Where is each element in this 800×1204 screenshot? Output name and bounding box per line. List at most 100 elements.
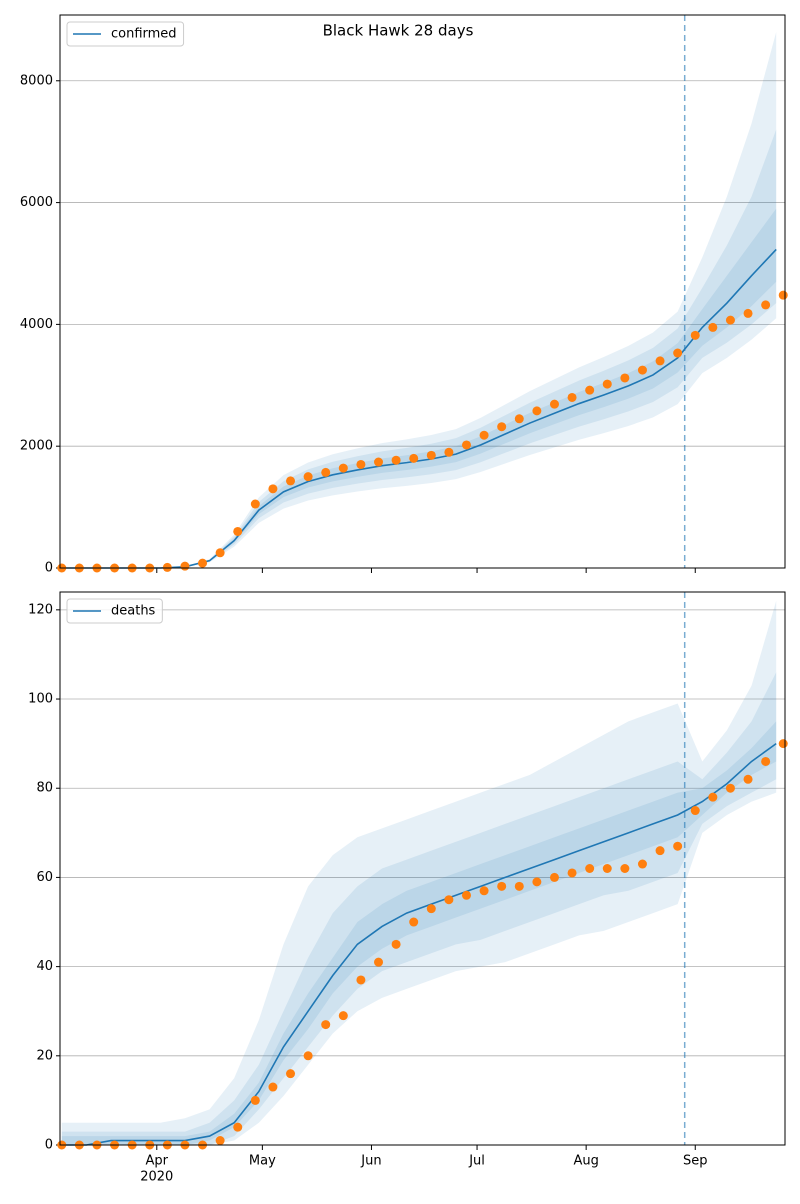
observed-point [549, 399, 559, 409]
observed-point [233, 526, 243, 536]
observed-point [233, 1122, 243, 1132]
y-tick-label: 2000 [20, 439, 53, 454]
legend: deaths [66, 598, 163, 624]
y-tick-label: 40 [36, 959, 53, 974]
observed-point [497, 422, 507, 432]
y-tick-label: 100 [28, 692, 53, 707]
observed-point [637, 859, 647, 869]
observed-point [497, 881, 507, 891]
observed-point [532, 877, 542, 887]
x-tick-label: Aug [573, 1154, 598, 1169]
observed-point [286, 476, 296, 486]
observed-point [215, 548, 225, 558]
confidence-band [61, 32, 777, 569]
x-tick-label: Apr [146, 1154, 169, 1169]
observed-point [637, 365, 647, 375]
observed-point [708, 322, 718, 332]
observed-point [426, 450, 436, 460]
y-tick-label: 0 [45, 1138, 53, 1153]
observed-point [426, 904, 436, 914]
observed-point [514, 881, 524, 891]
y-tick-label: 60 [36, 870, 53, 885]
observed-point [321, 1020, 331, 1030]
observed-point [180, 561, 190, 571]
observed-point [356, 459, 366, 469]
observed-point [303, 472, 313, 482]
observed-point [286, 1069, 296, 1079]
observed-point [338, 463, 348, 473]
observed-point [620, 864, 630, 873]
observed-point [268, 484, 278, 494]
observed-point [725, 783, 735, 793]
observed-point [585, 864, 595, 873]
observed-point [268, 1082, 278, 1092]
legend-label: confirmed [111, 27, 177, 42]
observed-point [567, 868, 577, 878]
model-line [61, 742, 777, 1146]
observed-point [338, 1011, 348, 1021]
y-tick-label: 120 [28, 602, 53, 617]
confidence-band [61, 129, 777, 568]
observed-point [198, 558, 208, 568]
y-tick-label: 4000 [20, 317, 53, 332]
observed-point [215, 1136, 225, 1146]
observed-point [673, 841, 683, 851]
observed-point [743, 308, 753, 318]
observed-point [461, 890, 471, 900]
observed-point [585, 385, 595, 395]
y-tick-label: 0 [45, 561, 53, 576]
axes-frame [59, 14, 786, 569]
observed-point [532, 406, 542, 416]
observed-point [409, 917, 419, 927]
observed-point [374, 457, 384, 467]
y-tick-label: 80 [36, 781, 53, 796]
legend-box [66, 21, 185, 47]
x-tick-label: Jun [360, 1154, 381, 1169]
observed-point [549, 872, 559, 882]
observed-point [567, 392, 577, 402]
observed-point [303, 1051, 313, 1061]
x-tick-label: May [249, 1154, 276, 1169]
y-tick-label: 6000 [20, 195, 53, 210]
axes-frame [59, 591, 786, 1146]
observed-point [514, 414, 524, 424]
observed-point [391, 455, 401, 465]
confidence-band [61, 600, 777, 1145]
observed-point [673, 348, 683, 358]
observed-point [708, 792, 718, 802]
observed-point [602, 864, 612, 873]
legend-box [66, 598, 163, 624]
observed-point [743, 774, 753, 784]
observed-point [250, 1095, 260, 1105]
observed-point [444, 895, 454, 905]
observed-point [725, 315, 735, 325]
y-tick-label: 8000 [20, 73, 53, 88]
confidence-band [61, 208, 777, 568]
x-year-label: 2020 [140, 1170, 173, 1185]
observed-point [162, 562, 172, 572]
observed-point [321, 467, 331, 477]
observed-point [655, 846, 665, 856]
legend: confirmed [66, 21, 185, 47]
observed-point [391, 939, 401, 949]
observed-point [461, 440, 471, 450]
observed-point [761, 756, 771, 766]
observed-point [690, 806, 700, 816]
observed-point [479, 430, 489, 440]
x-tick-label: Sep [683, 1154, 708, 1169]
legend-label: deaths [111, 604, 156, 619]
x-tick-label: Jul [468, 1154, 485, 1169]
chart-title: Black Hawk 28 days [323, 22, 474, 40]
observed-point [374, 957, 384, 967]
observed-point [250, 499, 260, 509]
observed-point [778, 290, 788, 300]
confidence-band [61, 721, 777, 1145]
y-tick-label: 20 [36, 1048, 53, 1063]
observed-point [761, 300, 771, 310]
observed-point [620, 373, 630, 383]
observed-point [356, 975, 366, 985]
observed-point [479, 886, 489, 896]
observed-point [655, 356, 665, 366]
